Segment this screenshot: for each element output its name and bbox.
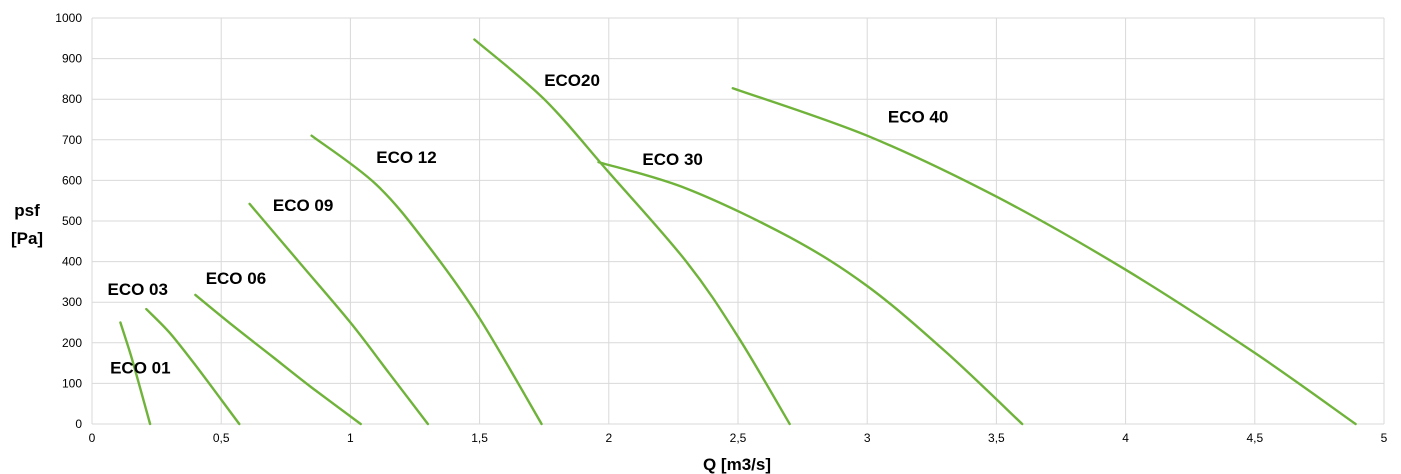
y-tick-label: 500	[62, 214, 82, 228]
y-axis-title-line-1: psf	[14, 201, 40, 220]
series-label-eco-40: ECO 40	[888, 108, 948, 127]
y-axis-ticks: 0 100 200 300 400 500 600 700 800 900 1000	[55, 11, 82, 431]
x-axis-title: Q [m3/s]	[703, 455, 771, 474]
series-line-eco-12	[310, 134, 543, 426]
series-layer	[119, 38, 1357, 426]
x-tick-label: 2	[605, 431, 612, 445]
y-tick-label: 200	[62, 336, 82, 350]
series-line-eco-09	[248, 202, 430, 426]
x-tick-label: 0	[89, 431, 96, 445]
series-line-eco20	[473, 38, 791, 426]
y-tick-label: 700	[62, 133, 82, 147]
y-tick-label: 1000	[55, 11, 82, 25]
grid-layer	[91, 17, 1385, 425]
series-label-eco-03: ECO 03	[108, 280, 168, 299]
x-tick-label: 5	[1381, 431, 1388, 445]
series-label-eco-09: ECO 09	[273, 196, 333, 215]
x-axis-ticks: 0 0,5 1 1,5 2 2,5 3 3,5 4 4,5 5	[89, 431, 1388, 445]
y-axis-title-line-2: [Pa]	[11, 229, 43, 248]
series-line-eco-40	[731, 87, 1357, 426]
series-label-eco-30: ECO 30	[642, 150, 702, 169]
y-tick-label: 400	[62, 255, 82, 269]
y-tick-label: 800	[62, 92, 82, 106]
y-tick-label: 100	[62, 376, 82, 390]
x-tick-label: 4	[1122, 431, 1129, 445]
x-tick-label: 3	[864, 431, 871, 445]
series-line-eco-06	[194, 293, 362, 426]
series-line-eco-03	[145, 307, 241, 426]
series-line-eco-01	[119, 321, 152, 426]
y-tick-label: 300	[62, 295, 82, 309]
series-label-eco-01: ECO 01	[110, 358, 170, 377]
x-tick-label: 1	[347, 431, 354, 445]
y-tick-label: 900	[62, 52, 82, 66]
series-label-eco-12: ECO 12	[376, 148, 436, 167]
series-label-layer: ECO 01 ECO 03 ECO 06 ECO 09 ECO 12 ECO20 ECO 3…	[108, 71, 949, 377]
x-tick-label: 0,5	[213, 431, 230, 445]
series-line-eco-30	[597, 160, 1024, 426]
y-tick-label: 0	[75, 417, 82, 431]
y-tick-label: 600	[62, 173, 82, 187]
series-label-eco-06: ECO 06	[206, 269, 266, 288]
series-label-eco20: ECO20	[544, 71, 600, 90]
x-tick-label: 1,5	[471, 431, 488, 445]
x-tick-label: 4,5	[1246, 431, 1263, 445]
x-tick-label: 2,5	[730, 431, 747, 445]
x-tick-label: 3,5	[988, 431, 1005, 445]
